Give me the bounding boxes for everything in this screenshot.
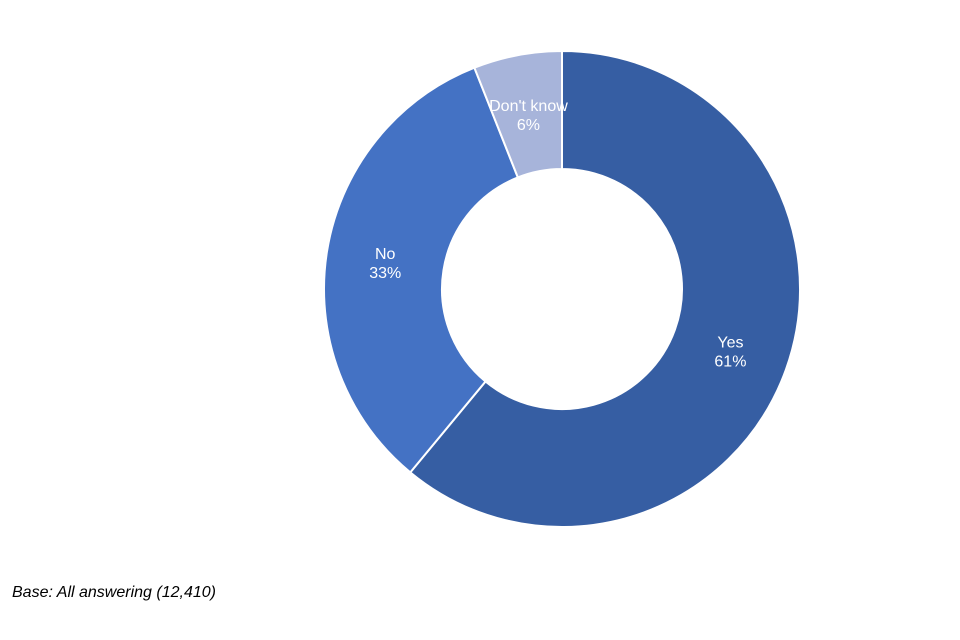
slice-label-yes: Yes 61% <box>714 335 746 371</box>
slice-value-no: 33% <box>369 265 401 282</box>
slice-category-no: No <box>375 246 396 263</box>
slice-value-don-t-know: 6% <box>517 117 540 134</box>
base-footnote: Base: All answering (12,410) <box>12 584 216 601</box>
slice-category-don-t-know: Don't know <box>489 98 568 115</box>
donut-slices <box>323 49 801 528</box>
slice-label-no: No 33% <box>369 246 401 282</box>
slice-no <box>323 66 520 474</box>
slice-don-t-know <box>473 49 563 179</box>
slice-label-don-t-know: Don't know 6% <box>489 98 568 134</box>
slice-yes <box>408 49 801 528</box>
donut-labels: Yes 61% No 33% Don't know 6% <box>369 98 746 370</box>
slice-value-yes: 61% <box>714 354 746 371</box>
slice-category-yes: Yes <box>717 335 743 352</box>
